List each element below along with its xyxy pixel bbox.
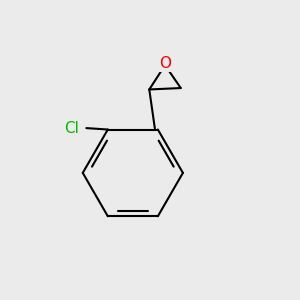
Text: Cl: Cl: [64, 121, 79, 136]
Text: O: O: [159, 56, 171, 71]
